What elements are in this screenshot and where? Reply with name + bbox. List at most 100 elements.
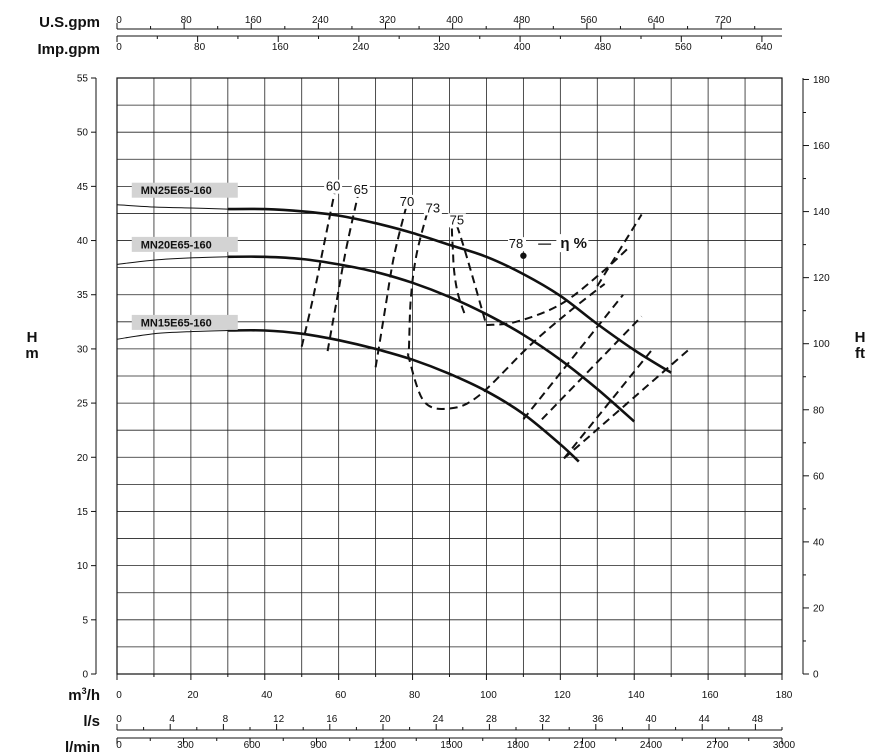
x-primary-tick-label: 180 <box>776 690 793 701</box>
x-impgpm-tick-label: 560 <box>675 42 692 53</box>
x-lmin-tick-label: 2700 <box>706 740 729 751</box>
y-right-tick-label: 140 <box>813 207 830 218</box>
x-lmin-tick-label: 300 <box>177 740 194 751</box>
x-usgpm-tick-label: 560 <box>581 15 598 26</box>
y-right-tick-label: 120 <box>813 273 830 284</box>
y-right-tick-label: 60 <box>813 471 825 482</box>
y-left-tick-label: 0 <box>82 670 88 681</box>
y-left-tick-label: 10 <box>77 561 89 572</box>
efficiency-label-60: 60 <box>326 179 340 194</box>
x-impgpm-tick-label: 80 <box>194 42 206 53</box>
x-lmin-tick-label: 0 <box>116 740 122 751</box>
x-impgpm-tick-label: 480 <box>594 42 611 53</box>
y-left-tick-label: 20 <box>77 453 89 464</box>
x-lmin-tick-label: 600 <box>244 740 261 751</box>
x-lmin-tick-label: 1800 <box>507 740 530 751</box>
x-ls-tick-label: 48 <box>752 714 764 725</box>
y-left-tick-label: 50 <box>77 128 89 139</box>
x-primary-tick-label: 20 <box>187 690 199 701</box>
x-ls-tick-label: 28 <box>486 714 498 725</box>
x-ls-tick-label: 32 <box>539 714 551 725</box>
x-usgpm-tick-label: 400 <box>446 15 463 26</box>
pump-curves <box>116 204 672 463</box>
y-right-label-bottom: ft <box>855 345 865 362</box>
x-ls-tick-label: 16 <box>326 714 338 725</box>
x-lmin-tick-label: 1200 <box>374 740 397 751</box>
x-impgpm-tick-label: 320 <box>433 42 450 53</box>
x-primary-label: m3/h <box>68 686 100 704</box>
x-ls-tick-label: 0 <box>116 714 122 725</box>
efficiency-label-73: 73 <box>426 200 440 215</box>
x-impgpm-tick-label: 160 <box>272 42 289 53</box>
y-left-tick-label: 35 <box>77 290 89 301</box>
x-primary-tick-label: 120 <box>554 690 571 701</box>
x-primary-tick-label: 80 <box>409 690 421 701</box>
y-left-label-top: H <box>27 329 38 346</box>
x-ls-tick-label: 44 <box>699 714 711 725</box>
efficiency-curve-73-upper <box>406 212 429 356</box>
y-right-tick-label: 0 <box>813 670 819 681</box>
efficiency-label-bg <box>423 201 442 216</box>
pump-curve-MN15E65-160 <box>227 328 580 463</box>
model-label-MN20E65-160: MN20E65-160 <box>141 239 212 251</box>
efficiency-extension-line <box>563 348 654 460</box>
x-impgpm-tick-label: 240 <box>353 42 370 53</box>
y-left-tick-label: 25 <box>77 399 89 410</box>
y-left-tick-label: 55 <box>77 74 89 85</box>
eta-label-bg <box>556 234 589 253</box>
x-lmin-label: l/min <box>65 739 100 755</box>
x-usgpm-tick-label: 480 <box>513 15 530 26</box>
model-label-box <box>131 182 238 198</box>
x-ls-tick-label: 36 <box>592 714 604 725</box>
x-lmin-tick-label: 3000 <box>773 740 796 751</box>
x-ls-tick-label: 24 <box>433 714 445 725</box>
y-right-tick-label: 80 <box>813 405 825 416</box>
x-ls-tick-label: 20 <box>379 714 391 725</box>
efficiency-label-bg <box>447 213 466 228</box>
y-left-tick-label: 5 <box>82 615 88 626</box>
efficiency-label-bg <box>398 194 417 209</box>
efficiency-label-70: 70 <box>400 194 414 209</box>
x-lmin-tick-label: 2400 <box>640 740 663 751</box>
x-usgpm-tick-label: 0 <box>116 15 122 26</box>
efficiency-label-75: 75 <box>450 212 464 227</box>
efficiency-curve-70 <box>374 203 408 368</box>
y-right-tick-label: 160 <box>813 141 830 152</box>
x-primary-tick-label: 40 <box>261 690 273 701</box>
x-primary-tick-label: 160 <box>702 690 719 701</box>
eta-label: η % <box>560 235 587 252</box>
y-left-tick-label: 45 <box>77 182 89 193</box>
efficiency-curve-73-lower <box>406 283 606 410</box>
x-ls-label: l/s <box>83 713 100 730</box>
y-left-label-bottom: m <box>25 345 38 362</box>
x-usgpm-tick-label: 240 <box>312 15 329 26</box>
chart-axes: 0510152025303540455055Hm0204060801001201… <box>25 14 865 755</box>
model-label-MN15E65-160: MN15E65-160 <box>141 317 212 329</box>
efficiency-marker-label: 78 <box>509 236 523 251</box>
x-ls-tick-label: 12 <box>273 714 285 725</box>
y-right-tick-label: 40 <box>813 537 825 548</box>
x-ls-tick-label: 40 <box>645 714 657 725</box>
x-usgpm-label: U.S.gpm <box>39 14 100 31</box>
efficiency-curve-65 <box>326 190 360 352</box>
x-lmin-tick-label: 1500 <box>440 740 463 751</box>
x-impgpm-tick-label: 0 <box>116 42 122 53</box>
pump-curve-MN25E65-160 <box>227 207 672 374</box>
x-impgpm-label: Imp.gpm <box>38 41 101 58</box>
model-label-box <box>131 314 238 330</box>
y-right-tick-label: 20 <box>813 603 825 614</box>
efficiency-curve-75-upper <box>450 217 488 326</box>
x-lmin-tick-label: 2100 <box>573 740 596 751</box>
pump-curve-thin-MN20E65-160 <box>116 256 228 265</box>
x-ls-tick-label: 4 <box>169 714 175 725</box>
x-usgpm-tick-label: 320 <box>379 15 396 26</box>
pump-curve-thin-MN15E65-160 <box>116 330 228 340</box>
plot-grid <box>116 77 783 675</box>
efficiency-extension-line <box>541 315 643 420</box>
x-impgpm-tick-label: 640 <box>756 42 773 53</box>
x-primary-tick-label: 0 <box>116 690 122 701</box>
efficiency-label-bg <box>351 182 370 197</box>
x-ls-tick-label: 8 <box>223 714 229 725</box>
y-right-tick-label: 100 <box>813 339 830 350</box>
